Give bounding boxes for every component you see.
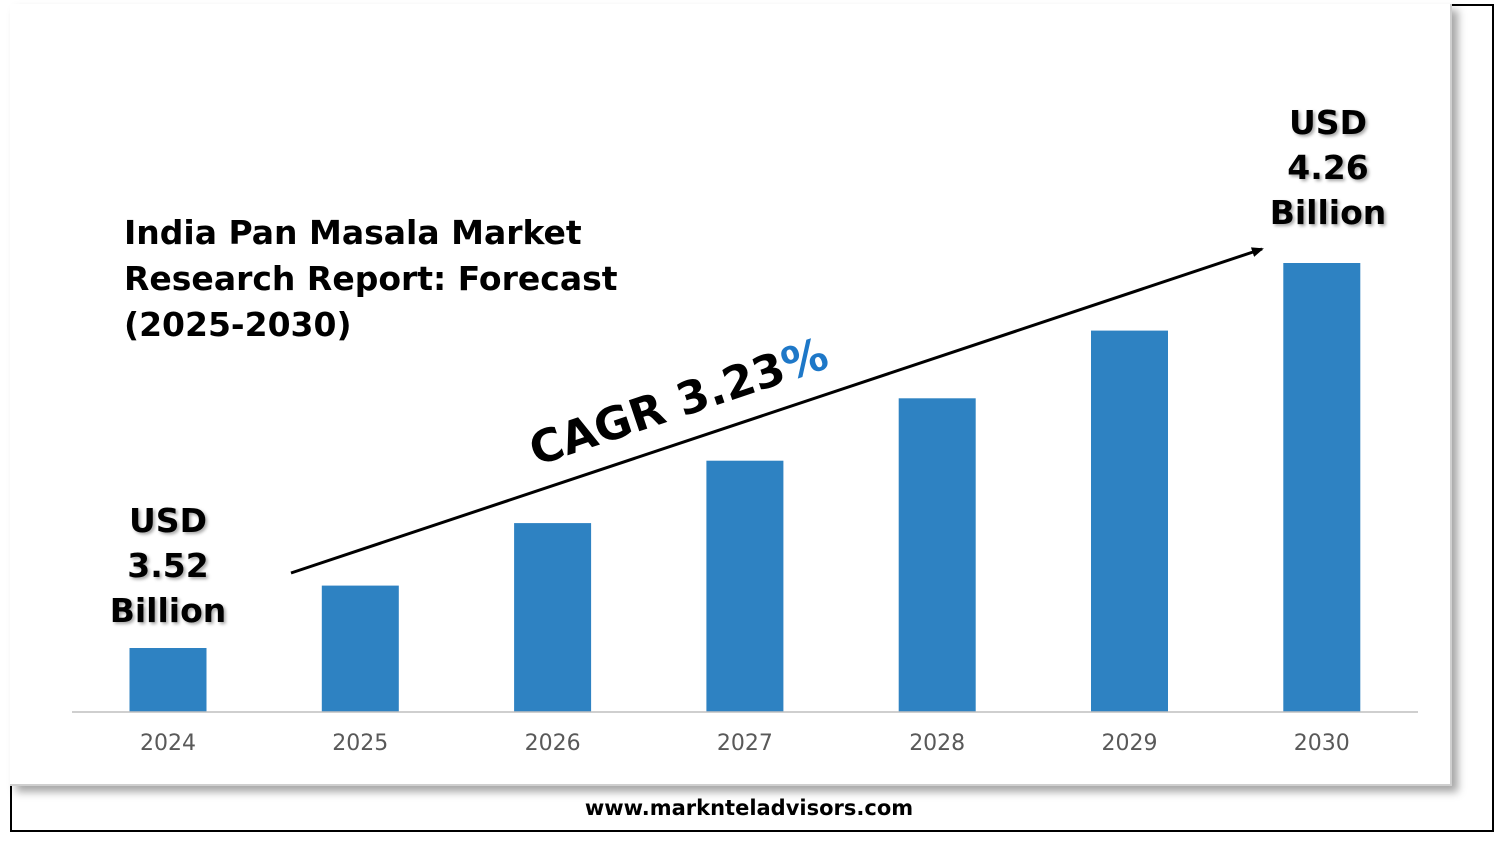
title-line-1: India Pan Masala Market [124,213,582,252]
tick-label-2029: 2029 [1102,731,1158,756]
tick-label-2024: 2024 [140,731,196,756]
tick-label-2028: 2028 [909,731,965,756]
start-currency: USD [129,501,207,540]
cagr-value: CAGR 3.23 [523,341,792,476]
x-tick-labels: 2024 2025 2026 2027 2028 2029 2030 [140,731,1350,756]
bar-2030 [1283,263,1361,712]
end-amount: 4.26 [1287,148,1369,187]
end-value-callout: USD 4.26 Billion [1248,100,1408,235]
start-unit: Billion [109,591,227,630]
website-footer[interactable]: www.marknteladvisors.com [584,796,914,820]
start-value-callout: USD 3.52 Billion [88,498,248,633]
cagr-label: CAGR 3.23% [523,327,835,477]
chart-title: India Pan Masala Market Research Report:… [124,210,644,348]
bar-2024 [129,648,207,712]
tick-label-2026: 2026 [525,731,581,756]
bar-2029 [1091,330,1168,712]
start-amount: 3.52 [127,546,209,585]
end-unit: Billion [1269,193,1387,232]
tick-label-2027: 2027 [717,731,773,756]
title-line-3: (2025-2030) [124,305,352,344]
bar-2025 [321,585,399,712]
bar-2026 [514,523,592,712]
tick-label-2025: 2025 [332,731,388,756]
tick-label-2030: 2030 [1294,731,1350,756]
bar-2028 [898,398,976,712]
bar-2027 [706,460,784,712]
title-line-2: Research Report: Forecast [124,259,618,298]
end-currency: USD [1289,103,1367,142]
bars [129,263,1361,712]
cagr-arrow [290,247,1264,575]
